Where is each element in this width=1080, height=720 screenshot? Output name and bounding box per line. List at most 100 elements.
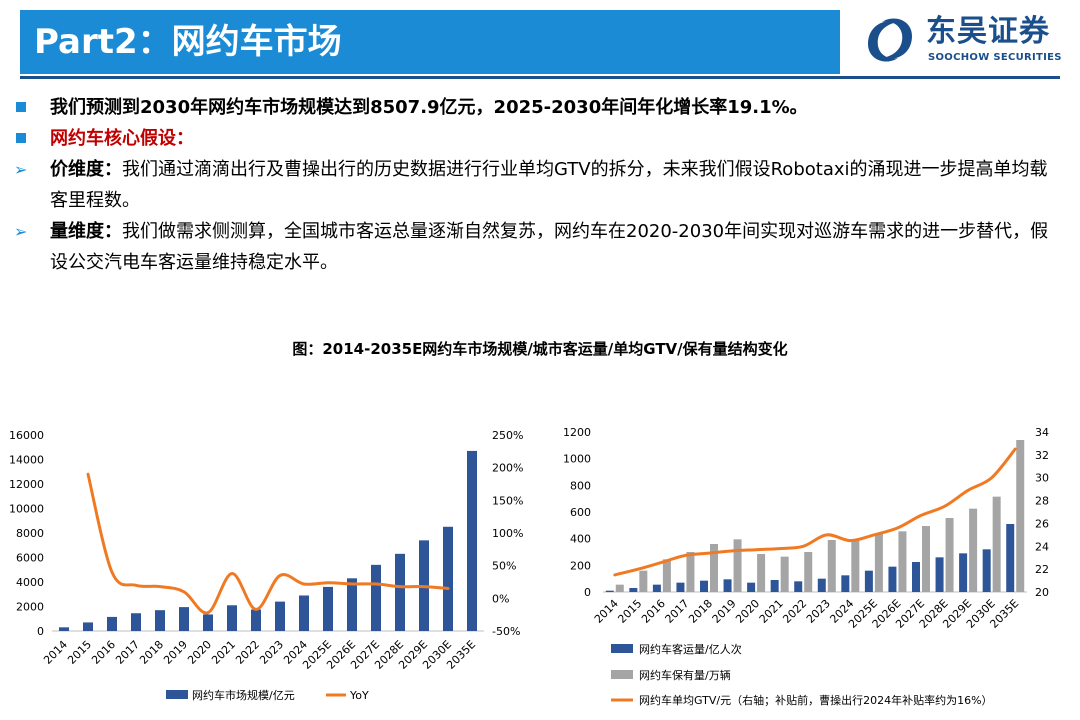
bar-fleet-size <box>710 544 718 592</box>
y-left-tick-label: 12000 <box>9 478 44 491</box>
y-left-tick-label: 200 <box>570 559 591 572</box>
legend-swatch-fleet-size <box>611 670 633 679</box>
bar-passenger-volume <box>864 570 873 592</box>
bar-fleet-size <box>615 584 624 592</box>
bar-passenger-volume <box>652 584 661 592</box>
bar-passenger-volume <box>700 580 708 592</box>
y-right-tick-label: 50% <box>492 560 516 573</box>
bar-market-size <box>395 553 405 631</box>
bar-passenger-volume <box>770 580 779 592</box>
logo-name-cn: 东吴证券 <box>926 14 1050 49</box>
legend-label-gtv: 网约车单均GTV/元（右轴；补贴前，曹操出行2024年补贴率约为16%） <box>639 693 993 707</box>
y-left-tick-label: 14000 <box>9 454 44 467</box>
y-right-tick-label: 24 <box>1035 540 1049 553</box>
bar-fleet-size <box>662 559 671 592</box>
y-left-tick-label: 1200 <box>563 426 591 439</box>
logo-name-en: SOOCHOW SECURITIES <box>928 52 1062 63</box>
bar-passenger-volume <box>841 575 850 592</box>
bar-fleet-size <box>969 508 978 592</box>
x-tick-label: 2022 <box>233 638 262 667</box>
bar-fleet-size <box>922 526 930 592</box>
bar-fleet-size <box>733 539 742 592</box>
bar-market-size <box>371 564 381 631</box>
bar-fleet-size <box>686 552 695 592</box>
market-size-chart: 0 2000 4000 6000 8000 10000 12000 14000 16000 -50… <box>9 429 523 702</box>
y-right-tick-label: -50% <box>492 625 520 638</box>
x-tick-label: 2014 <box>41 638 70 667</box>
y-right-tick-label: 200% <box>492 462 523 475</box>
y-left-tick-label: 8000 <box>16 527 44 540</box>
y-right-tick-label: 30 <box>1035 472 1049 485</box>
bar-market-size <box>443 526 453 631</box>
bar-fleet-size <box>898 531 907 592</box>
bullet-text: 我们通过滴滴出行及曹操出行的历史数据进行行业单均GTV的拆分，未来我们假设Rob… <box>50 159 1048 211</box>
bar-fleet-size <box>827 540 836 592</box>
bar-fleet-size <box>1016 440 1025 592</box>
y-left-tick-label: 2000 <box>16 601 44 614</box>
x-tick-label: 2023 <box>257 638 286 667</box>
bar-passenger-volume <box>723 579 732 592</box>
bar-market-size <box>347 578 357 631</box>
bar-passenger-volume <box>982 549 991 592</box>
bar-passenger-volume <box>912 562 920 592</box>
bar-market-size <box>131 613 141 631</box>
square-bullet-icon <box>14 123 38 154</box>
x-tick-label: 2015 <box>65 638 94 667</box>
x-tick-label: 2017 <box>113 638 142 667</box>
bar-fleet-size <box>992 496 1001 592</box>
y-left-tick-label: 600 <box>570 506 591 519</box>
passenger-fleet-gtv-chart: 0200400600800100012002022242628303234201… <box>563 426 1049 707</box>
figure-title: 图：2014-2035E网约车市场规模/城市客运量/单均GTV/保有量结构变化 <box>292 340 788 358</box>
header-divider <box>20 76 1060 79</box>
y-left-tick-label: 16000 <box>9 429 44 442</box>
y-right-tick-label: 20 <box>1035 586 1049 599</box>
x-tick-label: 2016 <box>639 597 668 626</box>
x-tick-label: 2016 <box>89 638 118 667</box>
y-left-tick-label: 400 <box>570 533 591 546</box>
bar-market-size <box>299 595 309 631</box>
x-tick-label: 2017 <box>663 597 692 626</box>
bar-market-size <box>227 605 237 631</box>
y-left-tick-label: 800 <box>570 479 591 492</box>
line-yoy <box>86 472 450 615</box>
bar-passenger-volume <box>1006 524 1015 592</box>
legend-label-fleet-size: 网约车保有量/万辆 <box>639 668 731 682</box>
x-tick-label: 2023 <box>804 597 833 626</box>
x-tick-label: 2014 <box>592 597 621 626</box>
x-tick-label: 2018 <box>137 638 166 667</box>
bar-fleet-size <box>639 570 648 592</box>
bar-passenger-volume <box>794 581 803 592</box>
bar-market-size <box>467 450 477 631</box>
soochow-logo: 东吴证券 SOOCHOW SECURITIES <box>862 12 1062 68</box>
bullet-text: 我们做需求侧测算，全国城市客运总量逐渐自然复苏，网约车在2020-2030年间实… <box>50 221 1049 273</box>
arrow-bullet-icon: ➢ <box>14 222 28 241</box>
x-tick-label: 2020 <box>185 638 214 667</box>
square-bullet-icon <box>14 92 38 123</box>
bar-market-size <box>323 586 333 631</box>
y-left-tick-label: 0 <box>584 586 591 599</box>
bar-fleet-size <box>851 539 860 592</box>
bullet-item: ➢ 价维度：我们通过滴滴出行及曹操出行的历史数据进行行业单均GTV的拆分，未来我… <box>14 154 1064 216</box>
x-tick-label: 2019 <box>710 597 739 626</box>
bar-passenger-volume <box>935 557 944 592</box>
bar-market-size <box>275 601 285 631</box>
bullet-item: ➢ 量维度：我们做需求侧测算，全国城市客运总量逐渐自然复苏，网约车在2020-2… <box>14 216 1064 278</box>
y-right-tick-label: 100% <box>492 527 523 540</box>
bar-market-size <box>59 627 69 631</box>
bar-market-size <box>83 622 93 631</box>
bar-passenger-volume <box>747 582 756 592</box>
y-right-tick-label: 26 <box>1035 517 1049 530</box>
bar-passenger-volume <box>817 578 826 592</box>
bullet-lead: 量维度： <box>50 221 122 242</box>
legend-label-market-size: 网约车市场规模/亿元 <box>192 688 295 702</box>
y-left-tick-label: 0 <box>37 625 44 638</box>
y-right-tick-label: 28 <box>1035 495 1049 508</box>
y-right-tick-label: 22 <box>1035 563 1049 576</box>
y-left-tick-label: 6000 <box>16 552 44 565</box>
y-left-tick-label: 10000 <box>9 503 44 516</box>
bar-passenger-volume <box>959 553 968 592</box>
bar-passenger-volume <box>605 590 614 592</box>
y-right-tick-label: 0% <box>492 592 509 605</box>
bar-passenger-volume <box>888 566 897 592</box>
x-tick-label: 2020 <box>733 597 762 626</box>
